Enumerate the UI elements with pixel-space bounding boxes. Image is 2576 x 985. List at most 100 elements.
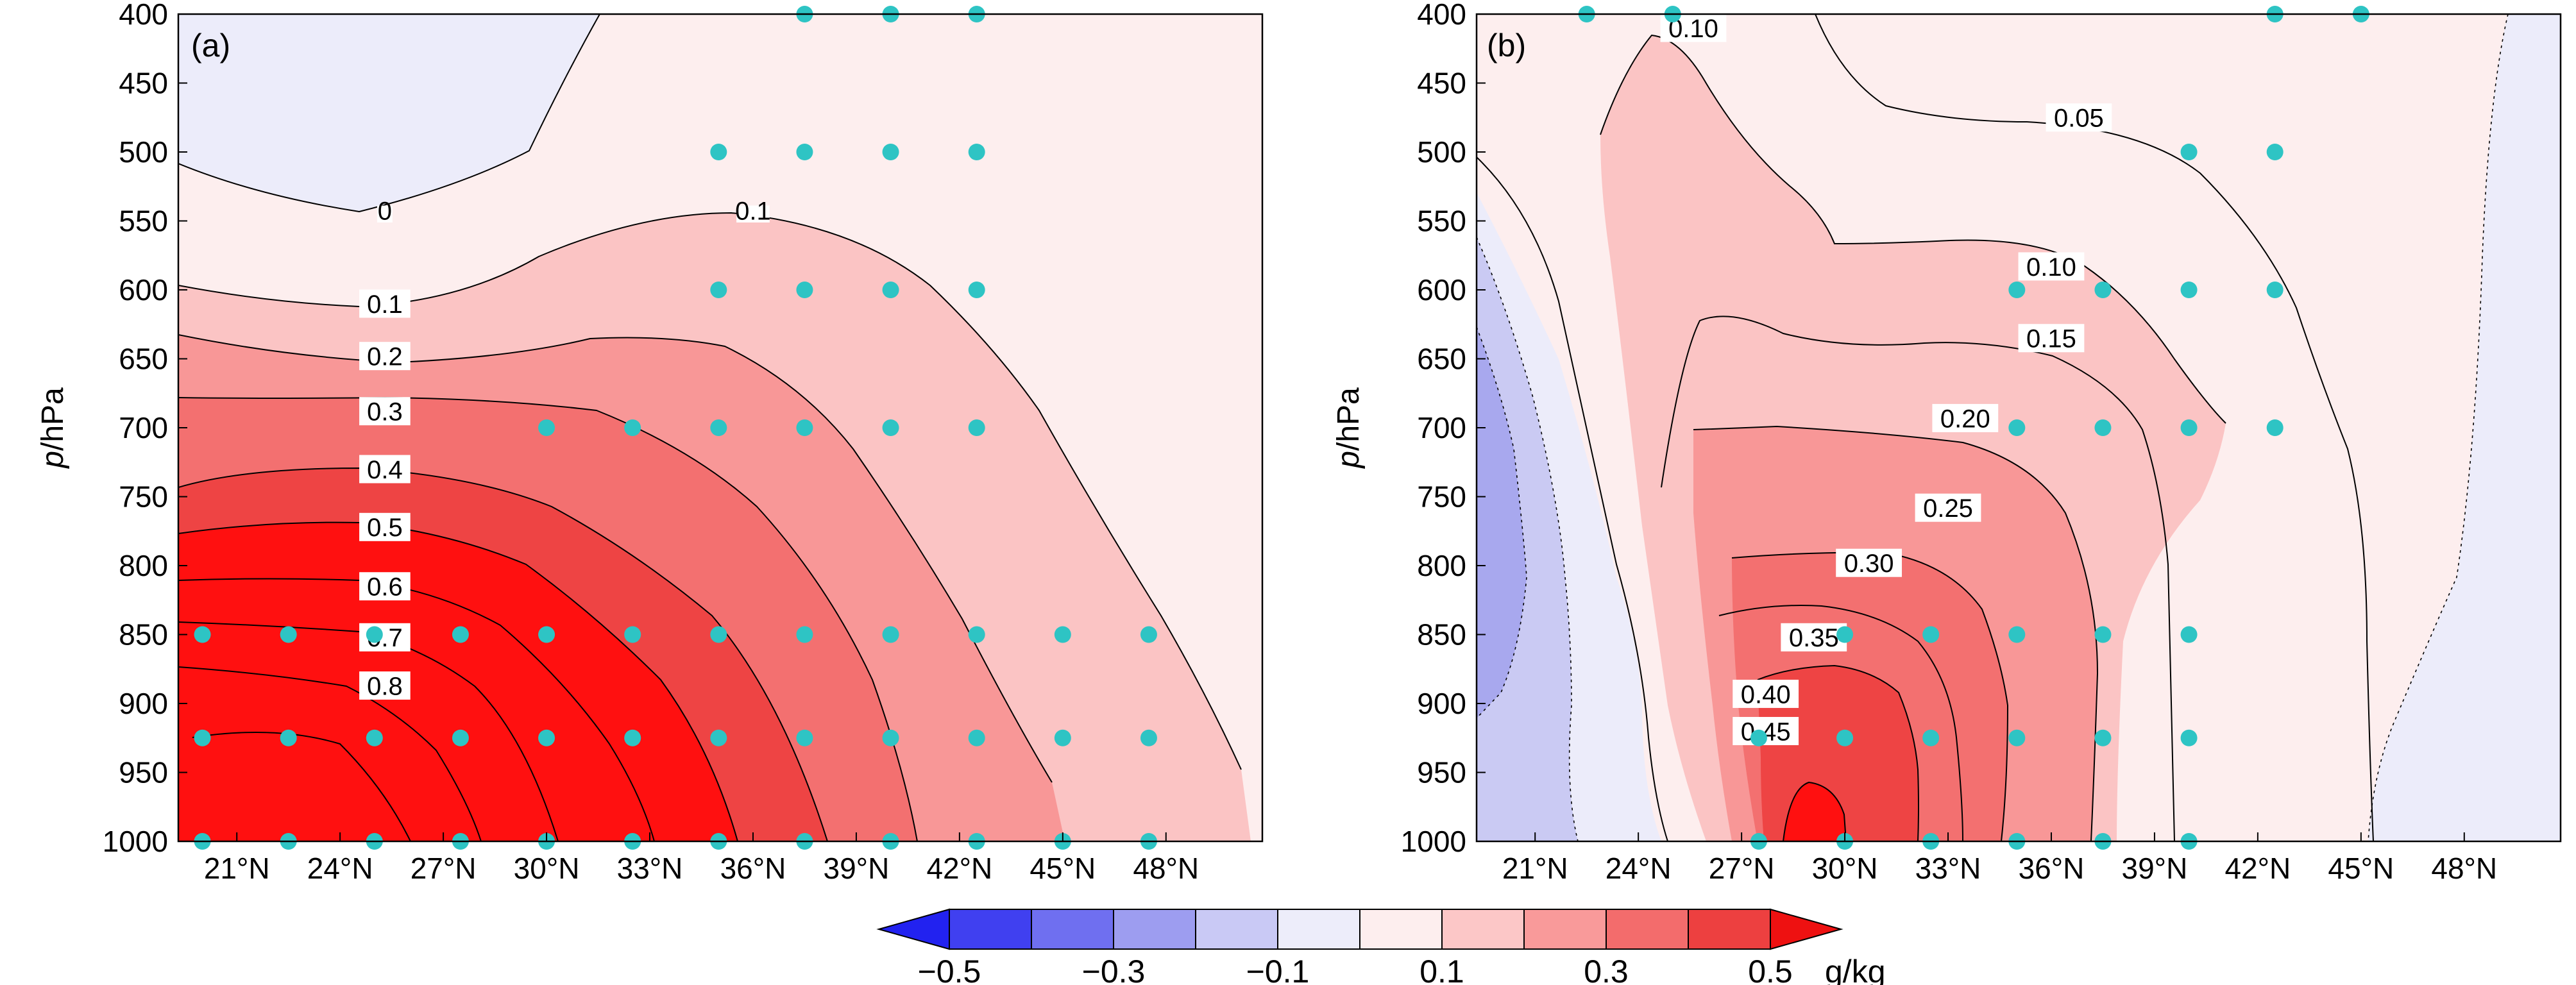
panel-b-x-tick-label: 21°N — [1502, 852, 1568, 885]
panel-b-significance-dot — [2094, 282, 2112, 298]
panel-b-label: (b) — [1487, 28, 1526, 63]
panel-b-y-axis: 400 450 500 550 600 650 700 750 800 850 900 950 1000 — [1401, 0, 1486, 858]
panel-a-significance-dot — [538, 626, 555, 643]
panel-b-significance-dot — [2008, 419, 2026, 436]
panel-a-x-tick-label: 48°N — [1133, 852, 1199, 885]
panel-a-contour-labels: 0 0.10.10.20.30.40.50.60.70.8 — [359, 197, 771, 700]
panel-b-y-tick-label: 650 — [1417, 342, 1466, 376]
panel-b-y-tick-label: 450 — [1417, 67, 1466, 100]
panel-b-significance-dot — [2008, 626, 2026, 643]
panel-b-y-tick-label: 800 — [1417, 549, 1466, 582]
panel-b-significance-dot — [1922, 729, 1940, 746]
panel-a: 0 0.10.10.20.30.40.50.60.70.8 (a) 4004505… — [36, 0, 1264, 885]
panel-b-contour-label: 0.35 — [1789, 624, 1839, 652]
panel-a-y-tick-label: 500 — [119, 135, 168, 169]
panel-a-x-tick-label: 36°N — [720, 852, 786, 885]
panel-a-significance-dot — [710, 626, 727, 643]
panel-a-x-tick-label: 27°N — [411, 852, 477, 885]
panel-b-x-tick-label: 36°N — [2019, 852, 2085, 885]
panel-b-significance-dot — [2180, 282, 2198, 298]
colorbar-segment — [1113, 909, 1196, 950]
panel-b-x-tick-label: 27°N — [1709, 852, 1775, 885]
panel-a-significance-dot — [1140, 729, 1157, 746]
panel-a-fill-above-0.5 — [178, 522, 738, 841]
panel-a-significance-dot — [366, 626, 383, 643]
panel-a-contour-label-bg — [377, 205, 393, 223]
panel-a-significance-dot — [796, 144, 813, 160]
panel-b-y-axis-label-unit: /hPa — [1332, 387, 1366, 451]
panel-b-significance-dot — [2180, 626, 2198, 643]
panel-b-y-tick-label: 850 — [1417, 618, 1466, 652]
colorbar-segment — [1606, 909, 1689, 950]
panel-a-y-axis-label: p/hPa — [36, 387, 70, 469]
panel-a-fill-below-0 — [178, 14, 600, 212]
colorbar-extend-high — [1770, 908, 1843, 950]
panel-a-significance-dot — [796, 282, 813, 298]
panel-b-fill-left-negative-3 — [1477, 327, 1527, 718]
panel-a-significance-dot — [624, 729, 641, 746]
panel-a-x-tick-label: 39°N — [824, 852, 890, 885]
panel-b-y-tick-label: 500 — [1417, 135, 1466, 169]
panel-a-y-tick-label: 750 — [119, 480, 168, 514]
panel-a-contour-label-bg — [359, 397, 411, 426]
panel-b-y-tick-label: 600 — [1417, 273, 1466, 307]
panel-a-significance-dot — [538, 419, 555, 436]
panel-b-fill-right-negative — [2368, 14, 2561, 841]
panel-a-contour-label: 0.6 — [367, 573, 403, 602]
panel-b-contour-label-bg — [1915, 493, 1981, 522]
panel-a-significance-dot — [194, 729, 211, 746]
panel-b-contour-label-bg — [1781, 623, 1847, 652]
panel-a-contour-label-bg — [359, 572, 411, 601]
panel-a-significance-dot — [624, 419, 641, 436]
panel-b-contour-label: 0.20 — [1940, 405, 1990, 433]
panel-b-significance-dot — [2094, 419, 2112, 436]
panel-a-significance-dot — [882, 144, 899, 160]
colorbar-segment — [1195, 909, 1278, 950]
panel-a-significance-dot — [710, 419, 727, 436]
panel-b-contour-label: 0.05 — [2054, 105, 2104, 133]
panel-b-significance-dot — [2266, 419, 2284, 436]
panel-a-contour-label: 0 — [378, 197, 392, 225]
panel-a-y-axis-label-p: p — [36, 451, 70, 469]
panel-a-significance-dots — [194, 6, 1157, 850]
colorbar-segment — [949, 909, 1032, 950]
colorbar-unit: g/kg — [1825, 954, 1886, 985]
panel-b-y-tick-label: 550 — [1417, 205, 1466, 238]
panel-b-x-tick-label: 42°N — [2224, 852, 2291, 885]
panel-a-significance-dot — [452, 729, 469, 746]
panel-a-x-tick-label: 30°N — [514, 852, 580, 885]
colorbar-tick-label: 0.5 — [1748, 954, 1793, 985]
panel-a-significance-dot — [710, 144, 727, 160]
panel-b-significance-dot — [2180, 419, 2198, 436]
panel-b-fill-above-0.5 — [1783, 782, 1846, 841]
panel-a-significance-dot — [968, 144, 985, 160]
panel-a-y-tick-label: 450 — [119, 67, 168, 100]
panel-a-significance-dot — [366, 729, 383, 746]
panel-a-significance-dot — [194, 626, 211, 643]
panel-b-significance-dot — [2180, 729, 2198, 746]
panel-a-contour-label-bg — [736, 205, 770, 223]
panel-a-contour-label: 0.3 — [367, 398, 403, 426]
panel-b-x-tick-label: 45°N — [2328, 852, 2394, 885]
panel-b-significance-dot — [2008, 282, 2026, 298]
panel-a-significance-dot — [710, 729, 727, 746]
panel-a-contour-label-bg — [359, 455, 411, 484]
panel-b-y-axis-label-p: p — [1332, 451, 1366, 469]
panel-a-y-tick-label: 600 — [119, 273, 168, 307]
panel-b-significance-dot — [2094, 729, 2112, 746]
colorbar-segment — [1523, 909, 1607, 950]
panel-a-significance-dot — [882, 626, 899, 643]
panel-a-y-tick-label: 1000 — [103, 825, 168, 858]
panel-a-y-axis: 400 450 500 550 600 650 700 750 800 850 900 950 1000 — [103, 0, 187, 858]
panel-b-contour-label-bg — [1836, 548, 1902, 577]
panel-b-y-tick-label: 1000 — [1401, 825, 1466, 858]
panel-b-contour-label-bg — [2018, 252, 2085, 281]
panel-a-significance-dot — [1140, 626, 1157, 643]
panel-a-y-tick-label: 850 — [119, 618, 168, 652]
panel-a-contour-label-bg — [359, 512, 411, 541]
panel-b-contour-label: 0.10 — [2026, 253, 2076, 282]
panel-b-y-tick-label: 950 — [1417, 756, 1466, 789]
panel-a-x-tick-label: 45°N — [1030, 852, 1096, 885]
colorbar-segment — [1359, 909, 1443, 950]
